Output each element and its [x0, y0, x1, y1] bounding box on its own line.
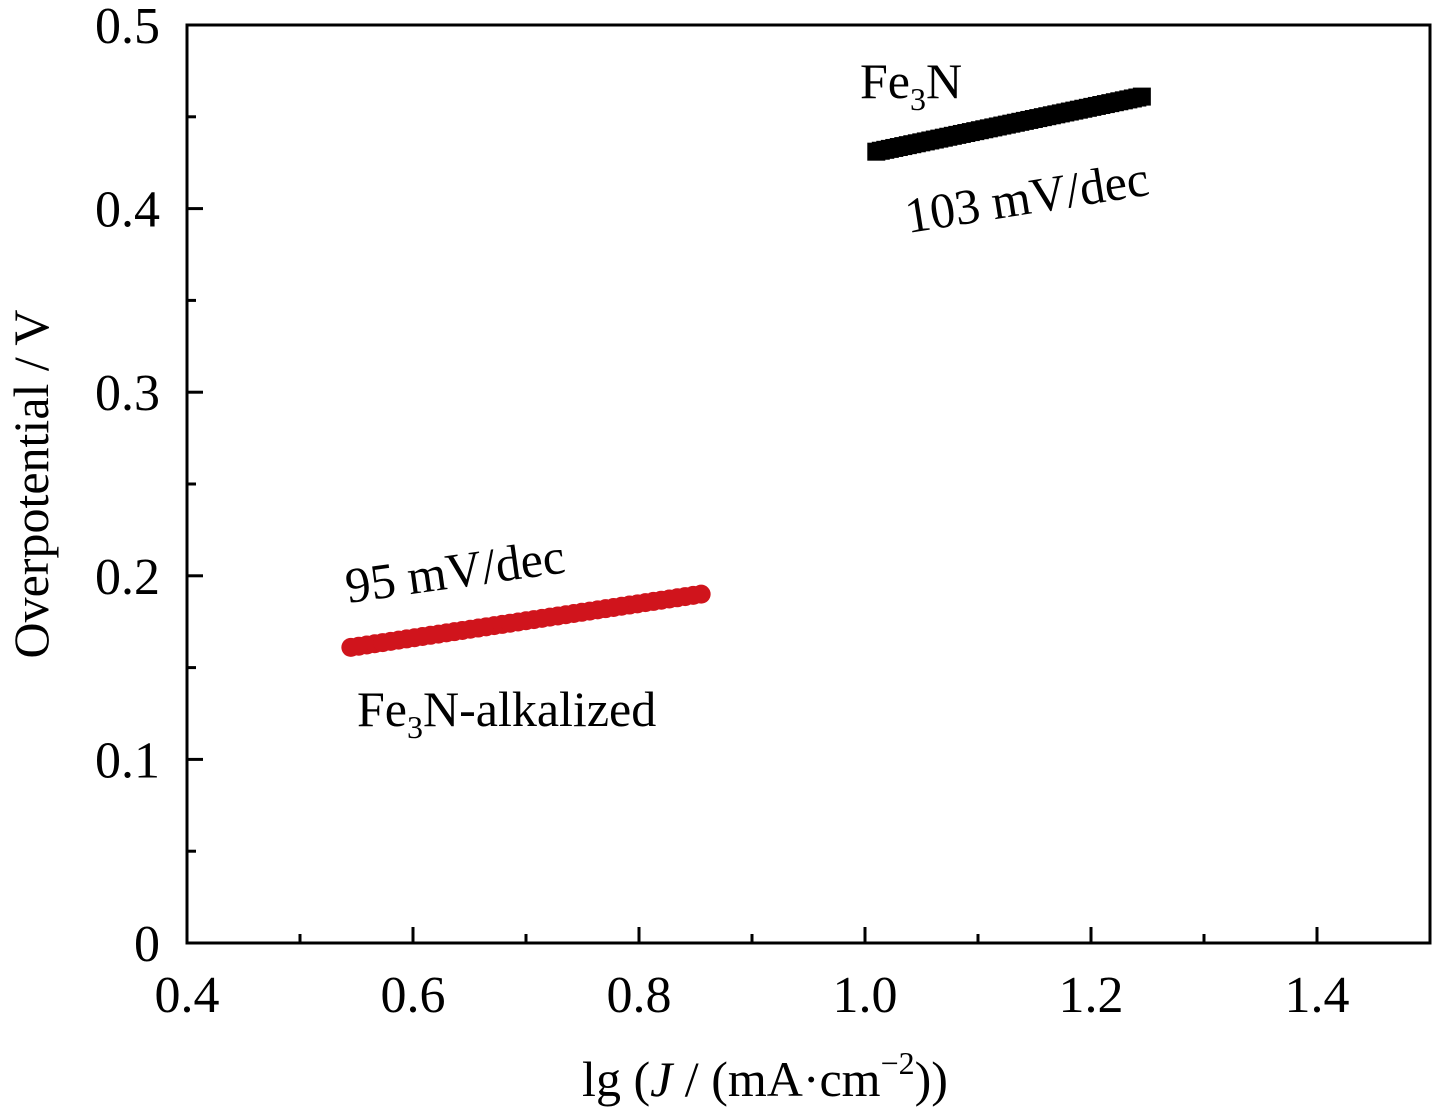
- y-tick-label: 0.1: [95, 732, 160, 789]
- x-axis-title-middle: / (mA·cm: [672, 1051, 880, 1107]
- y-tick-label: 0.5: [95, 0, 160, 55]
- series-label-fe3n-alkalized-rest: N-alkalized: [423, 681, 656, 737]
- series-label-fe3n-sub: 3: [910, 81, 926, 117]
- series-label-fe3n: Fe3N: [860, 53, 962, 117]
- y-tick-label: 0.3: [95, 365, 160, 422]
- slope-label-fe3n: 103 mV/dec: [901, 150, 1153, 244]
- series-label-fe3n-rest: N: [926, 53, 962, 109]
- y-tick-label: 0: [134, 916, 160, 973]
- y-tick-label: 0.2: [95, 549, 160, 606]
- x-tick-label: 1.4: [1285, 967, 1350, 1024]
- x-axis-title: lg (J / (mA·cm−2)): [582, 1045, 948, 1107]
- x-tick-label: 1.2: [1059, 967, 1124, 1024]
- x-tick-label: 0.6: [381, 967, 446, 1024]
- data-point-fe3n: [1132, 87, 1151, 106]
- x-axis-title-suffix: )): [915, 1051, 948, 1107]
- series-layer: [341, 87, 1151, 657]
- series-label-fe3n-base: Fe: [860, 53, 910, 109]
- series-label-fe3n-alkalized: Fe3N-alkalized: [357, 681, 656, 745]
- series-label-fe3n-alkalized-base: Fe: [357, 681, 407, 737]
- slope-label-fe3n-alkalized: 95 mV/dec: [342, 528, 568, 614]
- series-label-fe3n-alkalized-sub: 3: [407, 709, 423, 745]
- y-axis-title: Overpotential / V: [3, 310, 59, 659]
- x-axis-title-sup: −2: [881, 1045, 915, 1081]
- x-tick-label: 1.0: [833, 967, 898, 1024]
- plot-frame: [185, 23, 1432, 945]
- x-axis-title-prefix: lg (: [582, 1051, 650, 1107]
- y-tick-label: 0.4: [95, 182, 160, 239]
- x-tick-label: 0.8: [607, 967, 672, 1024]
- x-tick-label: 0.4: [155, 967, 220, 1024]
- data-point-fe3n-alkalized: [691, 584, 711, 604]
- ticks-layer: 0.4 0.6 0.8 1.0 1.2 1.4 0 0.1 0.2 0.3 0.4 0.5: [95, 0, 1350, 1024]
- x-axis-title-italic: J: [650, 1051, 675, 1107]
